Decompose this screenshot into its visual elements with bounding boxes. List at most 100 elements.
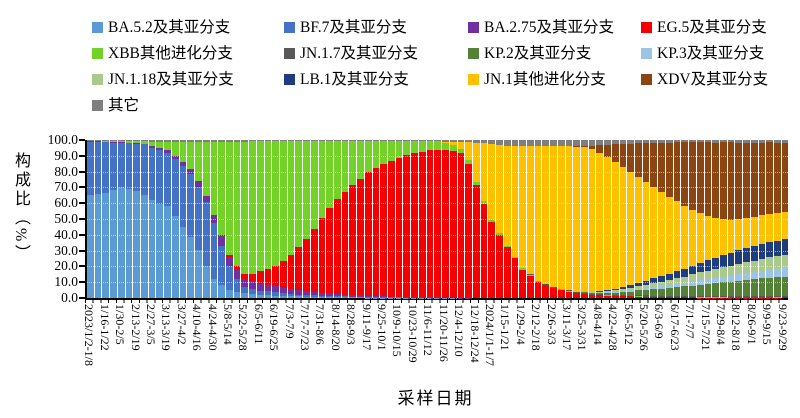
bar-segment xyxy=(133,140,141,141)
x-axis-ticks xyxy=(85,298,786,303)
bar-segment xyxy=(411,140,418,141)
bar-segment xyxy=(511,145,519,257)
bar-segment xyxy=(743,273,750,281)
stacked-bar xyxy=(511,140,519,298)
legend-item: KP.3及其亚分支 xyxy=(641,42,768,65)
legend-label: EG.5及其亚分支 xyxy=(657,19,767,36)
stacked-bar xyxy=(210,140,218,298)
bar-segment xyxy=(171,140,179,142)
bar-segment xyxy=(766,142,773,214)
bar-segment xyxy=(758,270,766,279)
bar-segment xyxy=(110,142,117,191)
bar-segment xyxy=(442,140,449,142)
bar-segment xyxy=(164,140,171,142)
bar-segment xyxy=(681,282,689,287)
bar-segment xyxy=(658,286,665,289)
bar-segment xyxy=(303,291,310,296)
x-tick-label: 5/20-5/26 xyxy=(636,304,651,351)
bar-segment xyxy=(665,142,673,198)
bar-segment xyxy=(117,142,125,144)
bar-segment xyxy=(719,276,727,283)
stacked-bar xyxy=(457,140,465,298)
bar-segment xyxy=(256,140,264,141)
bar-segment xyxy=(171,141,179,156)
stacked-bar xyxy=(642,140,650,298)
bar-segment xyxy=(380,163,388,297)
stacked-bar xyxy=(179,140,187,298)
bar-segment xyxy=(372,140,380,141)
bar-segment xyxy=(642,140,650,144)
bar-segment xyxy=(611,290,619,292)
stacked-bar xyxy=(581,140,588,298)
bar-segment xyxy=(334,199,341,294)
bar-segment xyxy=(326,140,333,208)
bar-segment xyxy=(233,266,241,270)
bar-segment xyxy=(349,295,357,297)
bar-segment xyxy=(272,265,279,287)
stacked-bar xyxy=(665,140,673,298)
bar-segment xyxy=(125,140,133,141)
bar-segment xyxy=(310,295,318,297)
x-tick-label: 7/3-7/9 xyxy=(282,304,297,339)
bar-segment xyxy=(696,140,704,143)
x-tick-label: 8/26-9/1 xyxy=(744,304,759,345)
bar-segment xyxy=(156,150,164,204)
bar-segment xyxy=(488,222,496,298)
bar-segment xyxy=(526,146,534,275)
bar-segment xyxy=(619,143,627,167)
stacked-bar xyxy=(125,140,133,298)
bar-segment xyxy=(210,223,218,279)
bar-segment xyxy=(110,140,117,141)
bar-segment xyxy=(565,140,573,147)
y-tick xyxy=(79,170,85,173)
legend-label: JN.1其他进化分支 xyxy=(484,71,606,88)
stacked-bar xyxy=(411,140,418,298)
bar-segment xyxy=(218,285,225,298)
bar-segment xyxy=(279,293,287,297)
bar-segment xyxy=(658,140,665,143)
x-tick-label: 12/4-12/10 xyxy=(452,304,467,357)
bar-segment xyxy=(179,226,187,298)
bar-segment xyxy=(117,140,125,143)
bar-segment xyxy=(496,234,503,298)
bar-segment xyxy=(125,142,133,144)
y-tick xyxy=(79,218,85,220)
legend-item: LB.1及其亚分支 xyxy=(284,68,468,91)
stacked-bar xyxy=(148,140,156,298)
bar-segment xyxy=(496,140,503,145)
stacked-bar xyxy=(334,140,341,298)
stacked-bar xyxy=(295,140,303,298)
bar-segment xyxy=(87,141,94,196)
stacked-bar xyxy=(94,140,102,298)
bar-segment xyxy=(781,211,789,240)
bar-segment xyxy=(102,142,110,193)
bar-segment xyxy=(650,296,658,298)
bar-segment xyxy=(689,274,696,282)
stacked-bar xyxy=(766,140,773,298)
bar-segment xyxy=(766,269,773,278)
bar-segment xyxy=(712,142,719,219)
bar-segment xyxy=(642,289,650,296)
stacked-bar xyxy=(619,140,627,298)
bar-segment xyxy=(457,140,465,142)
stacked-bar xyxy=(627,140,635,298)
bar-segment xyxy=(218,245,225,286)
bar-segment xyxy=(704,260,712,271)
bar-segment xyxy=(650,140,658,144)
bar-segment xyxy=(766,296,773,298)
bar-segment xyxy=(249,273,256,282)
bar-segment xyxy=(364,172,372,296)
y-tick xyxy=(79,265,85,268)
y-tick-label: 70.0 xyxy=(54,179,78,195)
bar-segment xyxy=(758,142,766,216)
legend-item: KP.2及其亚分支 xyxy=(468,42,641,65)
bar-segment xyxy=(403,140,411,141)
bar-segment xyxy=(272,140,279,266)
bar-segment xyxy=(117,140,125,141)
stacked-bar xyxy=(318,140,326,298)
stacked-bar xyxy=(480,140,488,298)
bar-segment xyxy=(596,152,604,292)
y-tick-label: 0.0 xyxy=(61,290,78,305)
bar-segment xyxy=(712,268,719,279)
stacked-bar xyxy=(364,140,372,298)
